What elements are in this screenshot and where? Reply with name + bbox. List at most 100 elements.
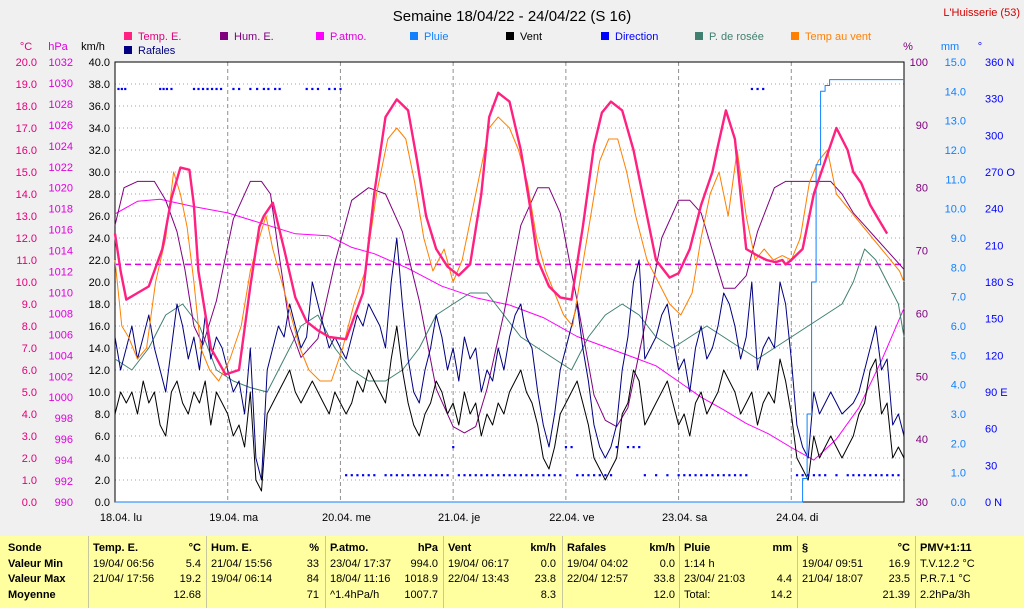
legend-label-temp-au-vent: Temp au vent <box>805 31 871 43</box>
stats-cell-label: 19/04/ 06:14 <box>211 573 273 585</box>
direction-point <box>201 87 205 91</box>
direction-point <box>237 87 241 91</box>
x-tick-label: 19.04. ma <box>209 512 259 524</box>
rain-axis-tick: 9.0 <box>951 233 966 245</box>
legend-swatch-temp-e <box>124 32 132 40</box>
direction-point <box>463 474 466 477</box>
press-axis-tick: 1030 <box>49 78 73 90</box>
direction-point <box>587 474 590 477</box>
stats-cell-label: 18/04/ 11:16 <box>330 573 391 585</box>
temp-axis-tick: 20.0 <box>16 57 37 69</box>
legend-label-direction: Direction <box>615 31 658 43</box>
direction-point <box>452 446 455 449</box>
legend-swatch-direction <box>601 32 609 40</box>
legend-label-rafales: Rafales <box>138 45 176 57</box>
hum-axis-tick: 50 <box>916 371 928 383</box>
series-temp-au-vent <box>114 116 905 382</box>
direction-point <box>117 87 120 91</box>
rain-axis-tick: 11.0 <box>945 174 966 186</box>
stats-cell-label: Pluie <box>684 542 711 554</box>
legend-label-p-de-ros-e: P. de rosée <box>709 31 764 43</box>
press-axis-tick: 1032 <box>49 57 73 69</box>
press-axis-tick: 1004 <box>49 350 73 362</box>
wind-axis-tick: 18.0 <box>89 299 110 311</box>
legend-label-temp-e: Temp. E. <box>138 31 181 43</box>
direction-point <box>120 87 123 91</box>
wind-axis-tick: 14.0 <box>89 343 110 355</box>
stats-cell-label: Hum. E. <box>211 542 252 554</box>
temp-axis-tick: 10.0 <box>16 277 37 289</box>
press-axis-tick: 994 <box>55 455 73 467</box>
legend-swatch-p-atmo <box>316 32 324 40</box>
temp-axis-tick: 8.0 <box>22 321 37 333</box>
direction-point <box>705 474 708 477</box>
direction-point <box>457 474 460 477</box>
direction-point <box>745 474 748 477</box>
dir-axis-tick: 90 E <box>985 387 1008 399</box>
press-axis-tick: 1006 <box>49 329 73 341</box>
stats-cell-label: Vent <box>448 542 472 554</box>
stats-cell-value: °C <box>897 542 910 554</box>
direction-point <box>525 474 528 477</box>
wind-axis-tick: 4.0 <box>95 453 110 465</box>
direction-point <box>553 474 556 477</box>
stats-separator <box>562 536 563 608</box>
wind-axis-unit: km/h <box>81 41 105 53</box>
row-label-avg: Moyenne <box>8 588 56 601</box>
temp-axis-tick: 0.0 <box>22 497 37 509</box>
dir-axis-tick: 180 S <box>985 277 1014 289</box>
direction-point <box>429 474 432 477</box>
x-tick-label: 21.04. je <box>438 512 480 524</box>
legend-swatch-rafales <box>124 46 132 54</box>
row-label-min: Valeur Min <box>8 557 64 570</box>
press-axis-tick: 1020 <box>49 183 73 195</box>
stats-cell-value: 12.0 <box>653 588 675 601</box>
direction-point <box>474 474 477 477</box>
rain-axis-tick: 8.0 <box>951 262 966 274</box>
direction-point <box>846 474 849 477</box>
pmv-line1: T.V.12.2 °C <box>920 557 975 570</box>
direction-point <box>256 87 259 91</box>
direction-point <box>897 474 900 477</box>
direction-point <box>886 474 889 477</box>
axes: 20.0 19.0 18.0 17.0 16.0 15.0 14.0 13.0 12.0 11.0… <box>16 41 1016 524</box>
direction-point <box>502 474 506 477</box>
direction-point <box>835 474 838 477</box>
dir-axis-tick: 30 <box>985 460 997 472</box>
stats-cell-value: 33 <box>306 557 319 570</box>
legend-swatch-hum-e <box>220 32 228 40</box>
direction-point <box>249 87 252 91</box>
direction-point <box>232 87 235 91</box>
dir-axis-tick: 330 <box>985 94 1003 106</box>
x-tick-label: 24.04. di <box>776 512 818 524</box>
stats-cell-value: hPa <box>417 542 438 554</box>
direction-point <box>542 474 545 477</box>
temp-axis-tick: 9.0 <box>22 299 37 311</box>
stats-cell-value: 1007.7 <box>404 588 438 601</box>
stats-cell-label: 22/04/ 12:57 <box>567 573 629 585</box>
press-axis-tick: 1016 <box>49 225 73 237</box>
direction-point <box>694 474 697 477</box>
stats-cell-value: 994.0 <box>410 557 438 570</box>
hum-axis-tick: 90 <box>916 120 928 132</box>
x-tick-label: 22.04. ve <box>549 512 594 524</box>
dir-axis-unit: ° <box>978 41 982 53</box>
direction-point <box>278 87 281 91</box>
press-axis-tick: 1022 <box>49 162 73 174</box>
direction-point <box>423 474 427 477</box>
direction-point <box>446 474 449 477</box>
stats-separator <box>325 536 326 608</box>
direction-point <box>576 474 579 477</box>
stats-col: Pluie mm 1:14 h 23/04/ 21:03 4.4 Total: 14.2 <box>684 541 796 607</box>
stats-cell-value: 5.4 <box>185 557 201 570</box>
temp-axis-tick: 2.0 <box>22 453 37 465</box>
wind-axis-tick: 10.0 <box>89 387 110 399</box>
stats-cell-label: P.atmo. <box>330 542 369 554</box>
direction-point <box>356 474 359 477</box>
stats-cell-label: 19/04/ 04:02 <box>567 557 629 570</box>
press-axis-tick: 1008 <box>49 308 73 320</box>
direction-point <box>345 474 348 477</box>
stats-cell-label: 1:14 h <box>684 557 715 570</box>
x-tick-label: 18.04. lu <box>100 512 142 524</box>
legend-label-p-atmo: P.atmo. <box>330 31 367 43</box>
